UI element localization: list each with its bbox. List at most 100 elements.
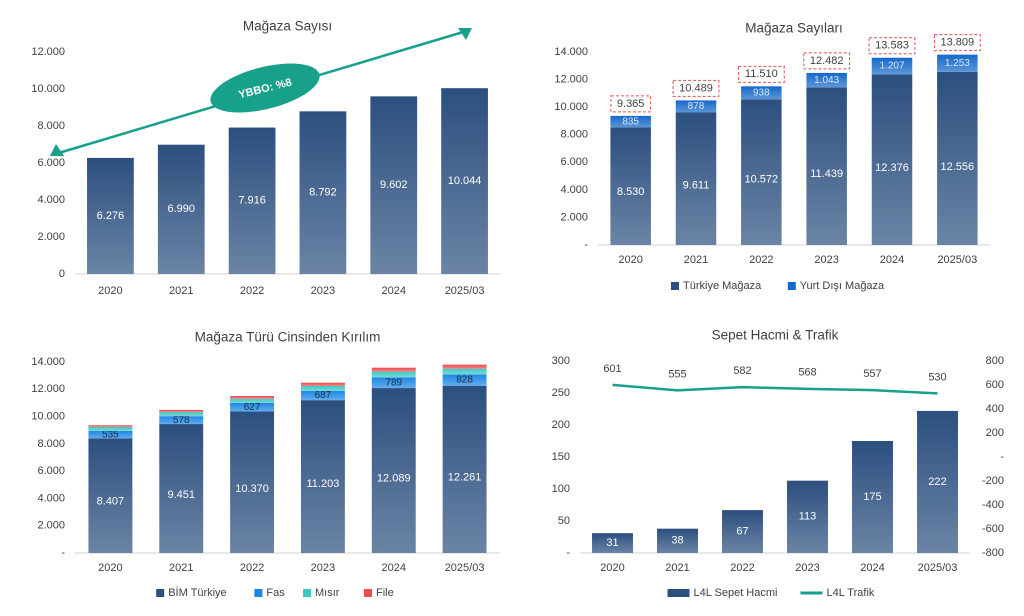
x-tick-label: 2020 — [618, 254, 642, 266]
y-tick-label: 8.000 — [37, 120, 65, 132]
data-label: 8.407 — [97, 495, 125, 507]
y-tick-label: - — [584, 239, 588, 251]
chart-title: Mağaza Türü Cinsinden Kırılım — [195, 330, 381, 345]
legend-swatch — [303, 589, 311, 597]
legend-label: Yurt Dışı Mağaza — [800, 280, 885, 292]
total-box — [803, 52, 851, 70]
data-label: 12.261 — [448, 472, 482, 484]
y-tick-label: 150 — [552, 451, 570, 463]
y2-tick-label: -600 — [982, 523, 1004, 535]
bar-segment — [741, 86, 782, 100]
y2-tick-label: 800 — [986, 355, 1004, 367]
bar-segment — [871, 57, 913, 75]
legend-label: Fas — [266, 587, 285, 599]
bar-segment — [230, 398, 275, 403]
y-tick-label: 200 — [552, 419, 570, 431]
legend-label: Türkiye Mağaza — [683, 280, 762, 292]
legend-swatch — [667, 589, 690, 597]
bar — [370, 96, 418, 274]
y-tick-label: 12.000 — [31, 46, 65, 58]
data-label: 687 — [315, 390, 332, 401]
bar-segment — [159, 416, 204, 425]
legend-label: Mısır — [315, 587, 340, 599]
x-tick-label: 2021 — [169, 562, 193, 574]
bar-segment — [159, 412, 204, 417]
y2-tick-label: 600 — [986, 379, 1004, 391]
data-label: 11.203 — [307, 478, 340, 490]
total-label: 11.510 — [745, 68, 778, 80]
bar-segment — [371, 388, 416, 553]
bar-segment — [88, 431, 133, 439]
y-tick-label: 2.000 — [37, 520, 65, 532]
legend-label: BİM Türkiye — [168, 586, 226, 599]
total-label: 13.583 — [875, 40, 909, 52]
bar — [917, 410, 958, 553]
x-tick-label: 2024 — [382, 562, 406, 574]
annotation-bubble — [210, 63, 320, 113]
y-tick-label: 300 — [552, 355, 570, 367]
data-label: 9.602 — [380, 179, 408, 191]
bar-segment — [371, 367, 416, 372]
bar-segment — [442, 374, 487, 386]
legend-swatch — [787, 282, 796, 290]
bar-segment — [88, 438, 133, 553]
x-tick-label: 2025/03 — [445, 285, 485, 297]
data-label: 11.439 — [810, 168, 843, 180]
data-label: 10.044 — [448, 175, 482, 187]
bar-segment — [230, 411, 275, 553]
data-label: 9.451 — [167, 489, 195, 501]
data-label: 7.916 — [238, 195, 266, 207]
bar-segment — [88, 425, 133, 427]
y2-tick-label: -400 — [982, 499, 1004, 511]
bar-segment — [300, 385, 345, 391]
data-label: 1.207 — [879, 61, 904, 72]
y-tick-label: 10.000 — [31, 83, 65, 95]
total-box — [610, 95, 651, 113]
data-label: 10.370 — [235, 483, 269, 495]
total-box — [672, 79, 720, 97]
data-label: 6.990 — [167, 203, 195, 215]
x-tick-label: 2024 — [860, 562, 884, 574]
bar-segment — [937, 54, 978, 72]
bar — [722, 510, 763, 553]
bar-segment — [741, 99, 782, 245]
data-label: 578 — [173, 415, 190, 426]
x-tick-label: 2023 — [795, 562, 819, 574]
y-tick-label: 2.000 — [560, 211, 588, 223]
total-box — [933, 34, 981, 52]
y2-tick-label: -200 — [982, 475, 1004, 487]
arrow-head — [458, 28, 472, 40]
y2-tick-label: - — [1000, 451, 1004, 463]
y-tick-label: 4.000 — [37, 492, 65, 504]
y-tick-label: 10.000 — [31, 410, 65, 422]
y-tick-label: 6.000 — [560, 156, 588, 168]
bar-segment — [806, 72, 847, 88]
bar — [299, 111, 347, 275]
bar-segment — [442, 364, 487, 369]
bar-segment — [871, 74, 913, 245]
data-label: 835 — [622, 116, 639, 127]
bar — [157, 144, 205, 274]
x-tick-label: 2021 — [665, 562, 689, 574]
legend-swatch — [254, 589, 263, 597]
bar — [228, 127, 276, 274]
data-label: 67 — [736, 525, 748, 537]
y-tick-label: 8.000 — [37, 438, 65, 450]
data-label: 530 — [928, 371, 946, 383]
y-tick-label: 12.000 — [31, 383, 65, 395]
total-label: 10.489 — [679, 82, 713, 94]
data-label: 557 — [863, 368, 881, 380]
legend-label: L4L Trafik — [827, 587, 875, 599]
y-tick-label: 14.000 — [554, 46, 588, 58]
data-label: 113 — [799, 511, 817, 523]
data-label: 568 — [798, 367, 816, 379]
legend-swatch — [156, 589, 165, 597]
y-tick-label: 10.000 — [554, 101, 588, 113]
bar — [657, 528, 698, 553]
bar-segment — [159, 424, 204, 553]
bar-segment — [442, 385, 487, 553]
data-label: 175 — [863, 491, 881, 503]
total-label: 13.809 — [941, 37, 975, 49]
